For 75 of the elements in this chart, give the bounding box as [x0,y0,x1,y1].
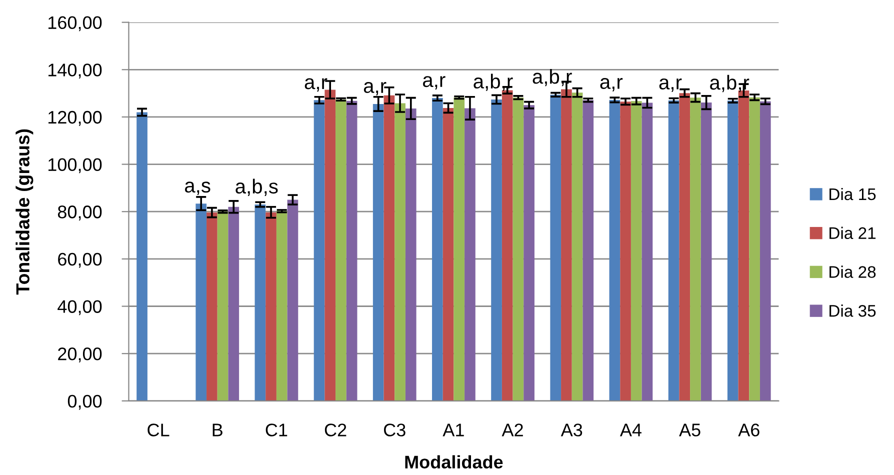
bar [700,102,712,401]
bar [582,100,594,401]
bar [502,90,513,401]
bar [512,98,524,401]
bar [314,100,325,401]
bar [287,200,298,401]
bar [550,94,562,401]
bar [228,206,240,401]
bar [432,98,443,401]
bar [394,103,406,401]
annotation: a,b,r [710,74,750,92]
bar [196,204,207,401]
y-tick-label: 140,00 [48,64,102,78]
annotation: a,b,s [236,178,278,196]
y-axis-title: Tonalidade (graus) [16,129,34,295]
bar [442,108,454,401]
x-tick-label: C2 [324,424,346,436]
annotation: a,r [659,78,682,92]
bar [266,212,276,401]
x-tick-label: A5 [679,424,700,436]
x-tick-label: A3 [560,424,582,436]
bar [727,100,738,401]
x-tick-label: A4 [620,424,642,436]
annotation: a,b,r [532,69,572,86]
bar [405,108,416,401]
y-tick-label: 80,00 [58,206,102,220]
legend-label: Dia 21 [830,226,876,240]
bar [384,95,395,401]
y-tick-label: 0,00 [68,394,102,410]
bar [524,105,534,401]
bar [217,212,228,401]
y-tick-label: 20,00 [58,348,102,362]
bar [679,93,690,401]
annotation: a,b,r [474,74,513,91]
bar [609,100,620,401]
annotation: a,r [600,78,623,92]
bar [254,204,266,401]
x-axis-title: Modalidade [405,455,503,468]
bar [690,98,701,401]
bar [464,108,476,401]
bar [346,100,358,401]
x-tick-label: B [212,424,222,436]
bar [760,101,771,401]
bar [749,97,760,401]
x-tick-label: C1 [266,424,288,436]
annotation: a,s [184,182,210,196]
bar [491,99,502,401]
y-tick-label: 40,00 [58,300,102,316]
x-tick-label: A6 [738,424,760,436]
bar [136,112,148,401]
x-tick-label: A2 [502,424,523,436]
x-tick-label: C3 [384,424,406,436]
bar [206,212,218,401]
bar [561,89,572,401]
bar [642,102,653,401]
bar [572,92,583,401]
annotation: a,r [423,76,446,90]
legend-label: Dia 28 [830,266,876,278]
y-tick-label: 120,00 [48,110,102,126]
bar [454,98,465,401]
x-tick-label: A1 [442,424,464,436]
y-tick-label: 160,00 [48,16,102,32]
x-tick-label: CL [148,424,170,436]
legend-label: Dia 15 [830,188,876,200]
legend-label: Dia 35 [830,304,876,317]
annotation: a,r [364,82,386,96]
y-tick-label: 60,00 [58,252,102,268]
bar [336,99,346,401]
bar [372,104,384,401]
y-tick-label: 100,00 [48,158,102,174]
bar [630,101,642,401]
annotation: a,r [304,78,328,92]
bar [668,100,680,401]
bar [620,102,631,401]
bar [276,211,288,401]
